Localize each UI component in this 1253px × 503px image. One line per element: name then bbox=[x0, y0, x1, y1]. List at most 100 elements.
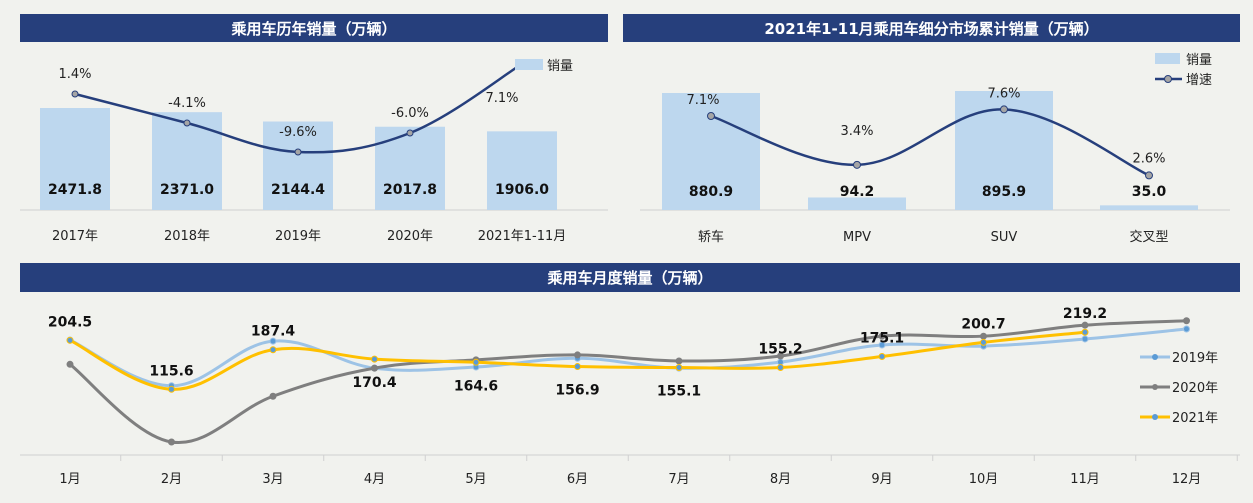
series-point bbox=[574, 363, 581, 371]
x-tick-label: 9月 bbox=[871, 472, 892, 487]
series-point bbox=[777, 352, 784, 360]
series-point bbox=[1081, 335, 1089, 343]
x-tick-label: 10月 bbox=[969, 472, 999, 487]
bar bbox=[40, 108, 110, 210]
series-point bbox=[371, 364, 378, 372]
x-tick-label: 7月 bbox=[668, 472, 689, 487]
x-tick-label: 1月 bbox=[59, 472, 80, 487]
data-label: 200.7 bbox=[961, 316, 1005, 332]
x-tick-label: 2018年 bbox=[164, 229, 210, 244]
bar bbox=[152, 112, 222, 210]
bar-value-label: 2017.8 bbox=[383, 182, 437, 198]
data-label: 187.4 bbox=[251, 324, 296, 340]
x-tick-label: 8月 bbox=[770, 472, 791, 487]
legend-label-sales: 销量 bbox=[547, 59, 573, 74]
series-point bbox=[980, 338, 987, 346]
series-point bbox=[168, 438, 175, 446]
legend-marker-growth bbox=[1164, 75, 1172, 83]
growth-label: 1.4% bbox=[58, 67, 91, 82]
series-point bbox=[371, 355, 378, 363]
growth-point bbox=[1000, 105, 1008, 114]
growth-point bbox=[707, 112, 715, 120]
series-point bbox=[878, 353, 886, 361]
x-tick-label: SUV bbox=[991, 230, 1018, 245]
growth-point bbox=[294, 148, 302, 156]
growth-point bbox=[853, 160, 861, 169]
growth-label: -4.1% bbox=[168, 96, 206, 111]
series-line-0 bbox=[69, 327, 1187, 388]
growth-line bbox=[710, 108, 1150, 177]
data-label: 156.9 bbox=[555, 383, 599, 399]
data-label: 164.6 bbox=[454, 378, 498, 394]
x-tick-label: 交叉型 bbox=[1129, 229, 1168, 245]
bar bbox=[263, 121, 333, 210]
data-label: 115.6 bbox=[149, 363, 193, 379]
bar-value-label: 2471.8 bbox=[48, 182, 102, 198]
data-label: 155.2 bbox=[758, 341, 802, 357]
legend-swatch-sales bbox=[1155, 53, 1180, 64]
growth-point bbox=[71, 90, 79, 98]
growth-label: 7.1% bbox=[485, 91, 518, 106]
legend-marker bbox=[1152, 354, 1158, 360]
bar-value-label: 94.2 bbox=[840, 184, 875, 200]
x-tick-label: 5月 bbox=[465, 472, 486, 487]
series-point bbox=[1183, 317, 1190, 325]
x-tick-label: 2020年 bbox=[387, 229, 433, 244]
x-tick-label: 3月 bbox=[262, 472, 283, 487]
data-label: 170.4 bbox=[352, 375, 397, 391]
legend-swatch-sales bbox=[515, 59, 543, 70]
chart-title-annual: 乘用车历年销量（万辆） bbox=[20, 14, 608, 42]
bar bbox=[808, 197, 906, 210]
legend-label: 2019年 bbox=[1172, 351, 1218, 366]
series-point bbox=[675, 364, 683, 372]
x-tick-label: 2017年 bbox=[52, 229, 98, 244]
bar bbox=[487, 131, 557, 210]
series-point bbox=[1183, 325, 1190, 333]
x-tick-label: 12月 bbox=[1172, 472, 1202, 487]
data-label: 155.1 bbox=[657, 384, 701, 400]
growth-point bbox=[1145, 171, 1153, 180]
series-point bbox=[66, 336, 74, 344]
legend-label-sales: 销量 bbox=[1186, 53, 1212, 68]
series-point bbox=[269, 337, 277, 345]
growth-label: -6.0% bbox=[391, 106, 429, 121]
data-label: 175.1 bbox=[860, 331, 904, 347]
series-point bbox=[675, 357, 683, 365]
bar bbox=[1100, 205, 1198, 210]
x-tick-label: 2月 bbox=[161, 472, 182, 487]
series-point bbox=[777, 363, 784, 371]
series-point bbox=[980, 332, 987, 340]
series-point bbox=[168, 385, 175, 393]
x-tick-label: 11月 bbox=[1070, 472, 1100, 487]
bar-value-label: 895.9 bbox=[982, 184, 1026, 200]
legend-marker bbox=[1152, 384, 1158, 390]
bar-value-label: 2371.0 bbox=[160, 182, 214, 198]
growth-label: 3.4% bbox=[840, 124, 873, 139]
series-line-1 bbox=[69, 319, 1187, 445]
x-tick-label: MPV bbox=[843, 230, 871, 245]
legend-label: 2021年 bbox=[1172, 411, 1218, 426]
growth-label: -9.6% bbox=[279, 125, 317, 140]
series-point bbox=[1081, 321, 1089, 329]
series-point bbox=[1081, 328, 1089, 336]
legend-label-growth: 增速 bbox=[1186, 73, 1212, 88]
series-point bbox=[66, 360, 74, 368]
x-tick-label: 轿车 bbox=[698, 229, 724, 245]
legend-label: 2020年 bbox=[1172, 381, 1218, 396]
bar-value-label: 1906.0 bbox=[495, 182, 549, 198]
series-point bbox=[269, 346, 277, 354]
x-tick-label: 2019年 bbox=[275, 229, 321, 244]
bar-value-label: 880.9 bbox=[689, 184, 733, 200]
bar-value-label: 35.0 bbox=[1132, 184, 1167, 200]
growth-label: 7.1% bbox=[686, 93, 719, 108]
series-point bbox=[878, 332, 886, 340]
x-tick-label: 4月 bbox=[364, 472, 385, 487]
x-tick-label: 2021年1-11月 bbox=[478, 229, 567, 244]
series-point bbox=[878, 341, 886, 349]
growth-point bbox=[183, 119, 191, 127]
series-point bbox=[269, 392, 277, 400]
series-point bbox=[574, 351, 581, 359]
growth-label: 7.6% bbox=[987, 86, 1020, 101]
